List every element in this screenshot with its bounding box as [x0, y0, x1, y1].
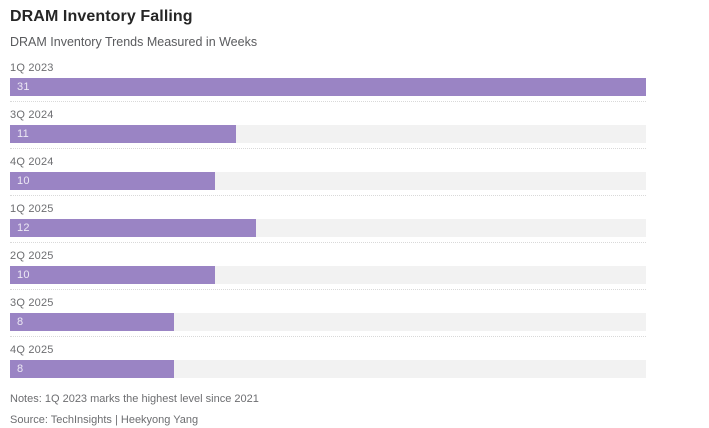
bar: 12 — [10, 219, 257, 237]
bar-value-label: 11 — [17, 128, 30, 140]
chart-row: 1Q 2025 12 — [10, 203, 646, 243]
category-label: 4Q 2025 — [10, 344, 54, 356]
bar-track: 12 — [10, 219, 646, 237]
chart-row: 4Q 2025 8 — [10, 344, 646, 383]
bar-value-label: 8 — [17, 316, 24, 328]
bar: 11 — [10, 125, 236, 143]
chart-source: Source: TechInsights | Heekyong Yang — [10, 414, 199, 426]
category-label: 1Q 2023 — [10, 62, 54, 74]
bar: 31 — [10, 78, 646, 96]
bar: 10 — [10, 266, 216, 284]
category-label: 2Q 2025 — [10, 250, 54, 262]
chart-row: 2Q 2025 10 — [10, 250, 646, 290]
category-label: 4Q 2024 — [10, 156, 54, 168]
bar-track: 8 — [10, 313, 646, 331]
category-label: 3Q 2025 — [10, 297, 54, 309]
bar-value-label: 10 — [17, 269, 30, 281]
bar-chart: 1Q 2023 31 3Q 2024 11 4Q 2024 10 1Q 2025 12 2Q 2… — [10, 62, 646, 383]
page-title: DRAM Inventory Falling — [10, 8, 193, 25]
bar-value-label: 31 — [17, 81, 30, 93]
bar: 8 — [10, 313, 175, 331]
bar-track: 10 — [10, 172, 646, 190]
bar: 8 — [10, 360, 175, 378]
bar-track: 8 — [10, 360, 646, 378]
chart-row: 3Q 2024 11 — [10, 109, 646, 149]
chart-notes: Notes: 1Q 2023 marks the highest level s… — [10, 393, 259, 405]
category-label: 1Q 2025 — [10, 203, 54, 215]
chart-row: 1Q 2023 31 — [10, 62, 646, 102]
chart-row: 4Q 2024 10 — [10, 156, 646, 196]
bar-track: 10 — [10, 266, 646, 284]
bar-value-label: 8 — [17, 363, 24, 375]
chart-card: DRAM Inventory Falling DRAM Inventory Tr… — [10, 7, 699, 427]
bar-value-label: 12 — [17, 222, 30, 234]
bar: 10 — [10, 172, 216, 190]
category-label: 3Q 2024 — [10, 109, 54, 121]
chart-row: 3Q 2025 8 — [10, 297, 646, 337]
page-subtitle: DRAM Inventory Trends Measured in Weeks — [10, 35, 258, 49]
bar-track: 11 — [10, 125, 646, 143]
bar-value-label: 10 — [17, 175, 30, 187]
bar-track: 31 — [10, 78, 646, 96]
